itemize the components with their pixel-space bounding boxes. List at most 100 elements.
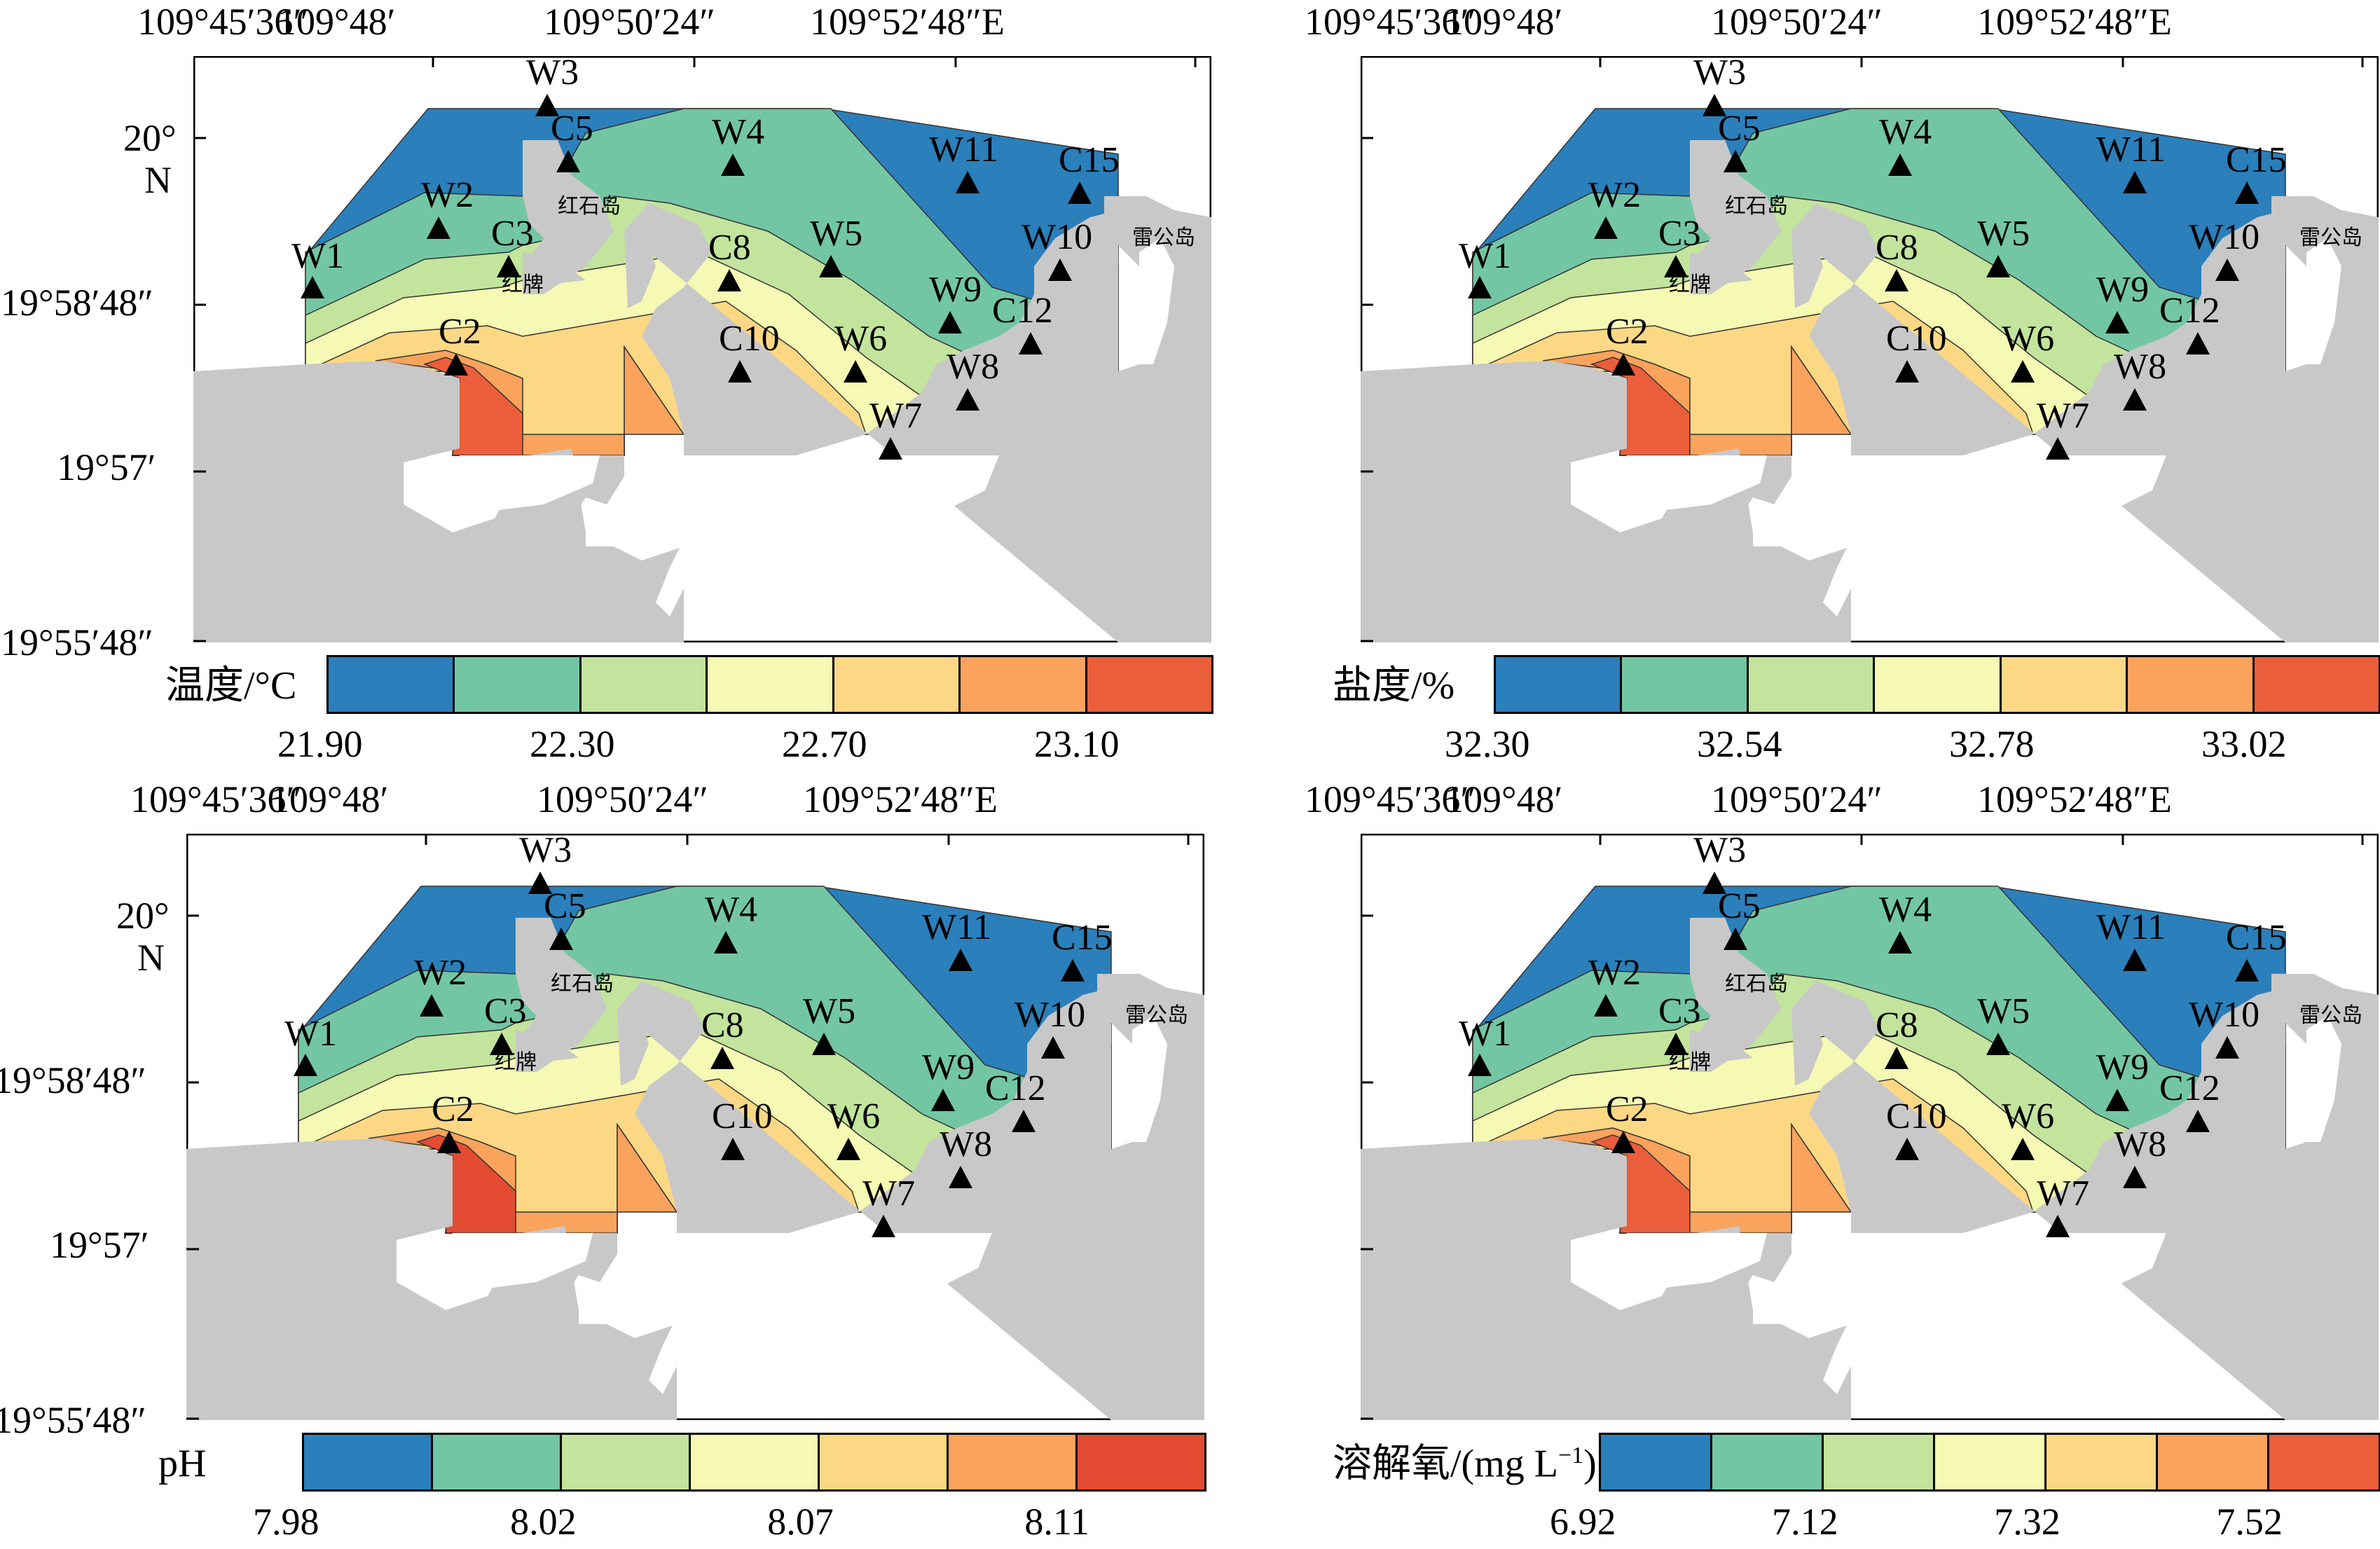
station-marker-c12 — [2186, 332, 2210, 354]
station-marker-w2 — [420, 994, 443, 1017]
station-label-c10: C10 — [1886, 1096, 1947, 1136]
station-label-w3: W3 — [1693, 830, 1747, 870]
station-marker-c12 — [2186, 1110, 2210, 1132]
station-marker-w8 — [2123, 1166, 2147, 1188]
station-label-w8: W8 — [2114, 1124, 2167, 1164]
station-marker-w7 — [872, 1215, 895, 1237]
station-label-c12: C12 — [985, 1068, 1046, 1108]
colorbar-tick-label: 7.12 — [1772, 1501, 1838, 1543]
station-label-c10: C10 — [712, 1096, 773, 1136]
station-label-w3: W3 — [1693, 53, 1747, 92]
station-marker-c10 — [1895, 1138, 1919, 1160]
station-marker-w1 — [1468, 1054, 1492, 1076]
place-label-island2: 红牌 — [1669, 273, 1711, 297]
station-marker-w7 — [879, 437, 902, 460]
station-label-c3: C3 — [1658, 991, 1701, 1031]
station-label-c15: C15 — [2226, 140, 2287, 180]
station-marker-w2 — [1594, 994, 1618, 1017]
colorbar-swatch — [433, 1435, 562, 1489]
station-marker-w4 — [1888, 153, 1912, 176]
station-label-w6: W6 — [827, 1096, 881, 1136]
station-label-w8: W8 — [2114, 347, 2167, 387]
colorbar — [1494, 655, 2380, 714]
station-marker-c2 — [444, 353, 468, 376]
station-marker-c8 — [1885, 269, 1908, 291]
axis-ticks — [193, 56, 1197, 642]
station-marker-w5 — [812, 1033, 836, 1055]
station-marker-c10 — [728, 360, 752, 383]
colorbar-swatch — [2254, 657, 2379, 712]
colorbar-title: pH — [158, 1442, 207, 1485]
station-marker-w3 — [1703, 872, 1726, 894]
station-label-w1: W1 — [291, 236, 345, 276]
colorbar-swatch — [1875, 657, 2002, 712]
station-label-c10: C10 — [719, 319, 780, 359]
station-marker-w6 — [844, 360, 867, 383]
colorbar-swatch — [1712, 1435, 1824, 1489]
lat-label: 19°58′48″ — [1, 282, 153, 324]
station-marker-w9 — [938, 311, 962, 333]
station-label-c12: C12 — [2159, 291, 2220, 331]
station-marker-c15 — [1061, 959, 1085, 982]
place-label-island3: 雷公岛 — [1132, 226, 1195, 250]
blank-water — [446, 238, 1174, 617]
colorbar-swatch — [1935, 1435, 2047, 1489]
station-label-w7: W7 — [2037, 396, 2090, 436]
station-label-w4: W4 — [1879, 890, 1932, 930]
colorbar-swatch — [834, 657, 961, 712]
station-marker-w1 — [1468, 276, 1492, 298]
station-marker-c8 — [1885, 1047, 1908, 1069]
lon-label: 109°45′36″ — [137, 1, 309, 43]
place-label-island3: 雷公岛 — [1125, 1003, 1188, 1028]
lon-label: 109°52′48″E — [1977, 1, 2172, 43]
station-marker-w11 — [956, 171, 979, 193]
station-marker-w6 — [837, 1138, 860, 1160]
station-label-w6: W6 — [2002, 1096, 2055, 1136]
station-label-c5: C5 — [1718, 109, 1761, 149]
colorbar-swatch — [1622, 657, 1749, 712]
station-marker-w10 — [2215, 259, 2239, 281]
colorbar-tick-label: 8.11 — [1024, 1501, 1089, 1543]
station-label-w10: W10 — [1014, 995, 1086, 1035]
station-marker-w10 — [2215, 1036, 2239, 1059]
station-marker-c3 — [1664, 1033, 1688, 1055]
station-marker-w2 — [427, 216, 450, 239]
station-marker-w6 — [2011, 360, 2035, 383]
colorbar-tick-label: 32.78 — [1949, 723, 2035, 765]
station-label-w7: W7 — [862, 1173, 916, 1213]
map-frame — [193, 56, 1211, 642]
station-label-w10: W10 — [1022, 217, 1093, 257]
station-label-c5: C5 — [1718, 886, 1761, 926]
lon-label: 109°45′36″ — [130, 778, 302, 820]
colorbar-tick-label: 22.30 — [530, 723, 615, 765]
station-label-c15: C15 — [2226, 918, 2287, 958]
colorbar-tick-label: 8.02 — [510, 1501, 577, 1543]
place-label-island2: 红牌 — [502, 273, 544, 297]
station-label-w2: W2 — [414, 953, 467, 993]
station-marker-w10 — [1048, 259, 1072, 281]
station-marker-c5 — [1724, 150, 1747, 172]
blank-water — [1613, 238, 2341, 617]
place-label-island2: 红牌 — [1669, 1050, 1711, 1075]
station-marker-c3 — [490, 1033, 514, 1055]
station-label-w8: W8 — [947, 347, 1000, 387]
lon-label: 109°50′24″ — [1711, 1, 1883, 43]
lon-label: 109°50′24″ — [537, 778, 708, 820]
place-label-island1: 红石岛 — [1725, 194, 1788, 219]
station-marker-w4 — [714, 931, 738, 954]
station-marker-w2 — [1594, 216, 1618, 239]
station-marker-w9 — [931, 1089, 955, 1111]
station-marker-w5 — [819, 255, 843, 277]
station-label-c8: C8 — [1876, 228, 1918, 268]
station-marker-w3 — [1703, 94, 1726, 116]
lon-label: 109°48′ — [277, 1, 396, 43]
station-label-c8: C8 — [701, 1005, 744, 1045]
lat-label: 19°57′ — [57, 446, 156, 488]
station-marker-w3 — [528, 872, 552, 894]
colorbar-tick-label: 6.92 — [1550, 1501, 1616, 1543]
station-label-w8: W8 — [940, 1124, 993, 1164]
colorbar-swatch — [562, 1435, 691, 1489]
station-marker-c12 — [1019, 332, 1043, 354]
colorbar-swatch — [2269, 1435, 2379, 1489]
axis-ticks — [1361, 834, 2364, 1420]
